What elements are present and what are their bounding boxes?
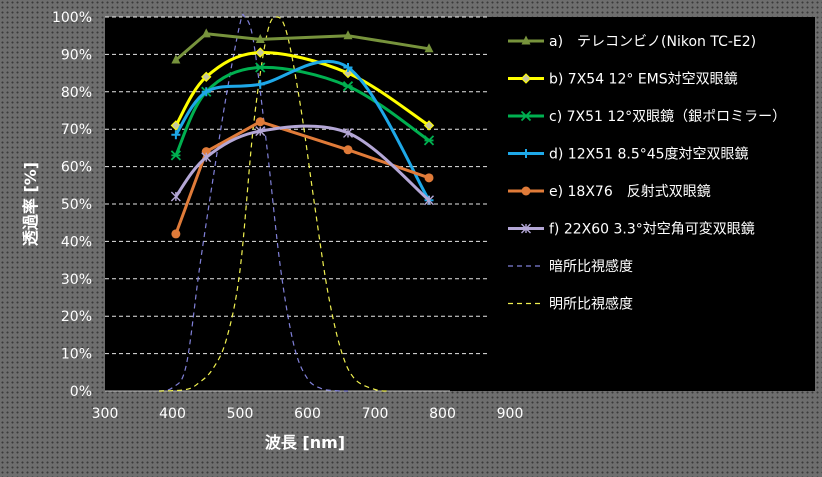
data-point-marker — [255, 117, 265, 127]
y-tick-label: 80% — [61, 85, 92, 101]
data-point-marker — [424, 195, 434, 206]
legend-label: e) 18X76 反射式双眼鏡 — [549, 184, 711, 200]
legend-label: d) 12X51 8.5°45度対空双眼鏡 — [549, 147, 749, 163]
x-tick-label: 500 — [227, 406, 254, 422]
x-tick-label: 800 — [429, 406, 456, 422]
legend-item-1: b) 7X54 12° EMS対空双眼鏡 — [508, 72, 738, 88]
data-point-marker — [170, 191, 181, 202]
y-tick-label: 100% — [52, 10, 92, 26]
legend-item-3: d) 12X51 8.5°45度対空双眼鏡 — [508, 147, 749, 163]
legend-label: 明所比視感度 — [549, 296, 633, 313]
x-tick-label: 900 — [497, 406, 524, 422]
legend-label: b) 7X54 12° EMS対空双眼鏡 — [549, 72, 738, 88]
data-point-marker — [170, 120, 182, 131]
y-tick-label: 90% — [61, 47, 92, 63]
series-4 — [171, 117, 434, 239]
series-line — [174, 60, 431, 202]
y-tick-label: 40% — [61, 234, 92, 250]
data-point-marker — [255, 33, 265, 43]
data-point-marker — [201, 28, 211, 38]
data-point-marker — [343, 145, 353, 155]
data-point-marker — [342, 81, 354, 92]
legend-box — [490, 17, 815, 391]
data-point-marker — [171, 130, 181, 140]
data-point-marker — [520, 110, 532, 122]
series-line — [158, 16, 389, 392]
series-line — [174, 124, 430, 202]
data-point-marker — [423, 120, 435, 131]
data-point-marker — [171, 54, 181, 64]
axis-ticks: 0% 10% 20% 30% 40% 50% 60% 70% 80% 90% 100% 300 400 5… — [52, 10, 523, 422]
series-5 — [170, 124, 434, 206]
data-point-marker — [424, 43, 434, 53]
x-axis-title: 波長 [nm] — [265, 433, 345, 452]
data-point-marker — [170, 150, 182, 161]
y-tick-label: 50% — [61, 197, 92, 213]
data-point-marker — [255, 62, 266, 73]
data-point-marker — [201, 87, 211, 97]
y-axis-title: 透過率 [%] — [21, 162, 40, 246]
legend-item-5: f) 22X60 3.3°対空角可変双眼鏡 — [508, 221, 755, 238]
data-point-marker — [423, 135, 435, 146]
legend-item-4: e) 18X76 反射式双眼鏡 — [508, 184, 711, 200]
y-tick-label: 30% — [61, 272, 92, 288]
data-point-marker — [520, 73, 532, 84]
data-point-marker — [255, 47, 266, 58]
legend-label: a) テレコンビノ(Nikon TC-E2) — [549, 34, 756, 50]
y-tick-label: 0% — [70, 384, 92, 400]
data-point-marker — [255, 79, 265, 89]
legend-label: c) 7X51 12°双眼鏡（銀ポロミラー） — [549, 109, 786, 125]
legend-item-7: 明所比視感度 — [508, 296, 633, 313]
legend-item-0: a) テレコンビノ(Nikon TC-E2) — [508, 34, 756, 50]
y-tick-label: 10% — [61, 347, 92, 363]
data-point-marker — [201, 152, 212, 163]
x-tick-label: 700 — [362, 406, 389, 422]
legend-item-6: 暗所比視感度 — [508, 258, 633, 275]
series-lines — [158, 13, 435, 392]
legend-item-2: c) 7X51 12°双眼鏡（銀ポロミラー） — [508, 109, 786, 125]
series-line — [158, 13, 349, 392]
legend: a) テレコンビノ(Nikon TC-E2) b) 7X54 12° EMS対空双… — [508, 34, 786, 313]
data-point-marker — [343, 127, 353, 138]
series-6 — [158, 13, 349, 392]
data-point-marker — [171, 229, 181, 239]
y-tick-label: 60% — [61, 160, 92, 176]
data-point-marker — [343, 62, 353, 72]
data-point-marker — [521, 35, 531, 45]
data-point-marker — [201, 71, 212, 83]
y-tick-label: 70% — [61, 122, 92, 138]
series-line — [174, 50, 430, 127]
x-tick-label: 600 — [294, 406, 321, 422]
series-0 — [171, 28, 434, 64]
x-tick-label: 400 — [159, 406, 186, 422]
series-7 — [158, 16, 389, 392]
legend-label: f) 22X60 3.3°対空角可変双眼鏡 — [549, 221, 755, 238]
x-tick-label: 300 — [92, 406, 119, 422]
data-point-marker — [343, 30, 353, 40]
data-point-marker — [521, 223, 531, 234]
data-point-marker — [521, 149, 531, 158]
data-point-marker — [255, 126, 266, 137]
y-tick-label: 20% — [61, 309, 92, 325]
legend-label: 暗所比視感度 — [549, 258, 633, 275]
data-point-marker — [521, 186, 531, 196]
data-point-marker — [424, 173, 434, 183]
